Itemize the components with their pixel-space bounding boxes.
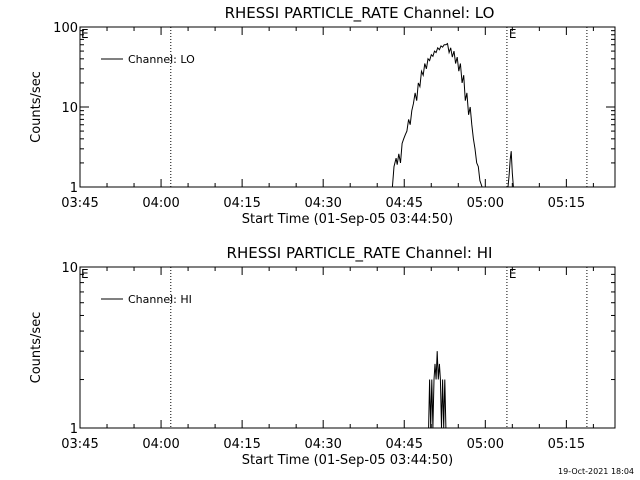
y-tick-label: 1	[70, 422, 78, 437]
y-axis-label: Counts/sec	[29, 312, 44, 384]
legend-label: Channel: HI	[128, 293, 192, 306]
x-tick-label: 05:15	[548, 196, 585, 211]
x-axis-label: Start Time (01-Sep-05 03:44:50)	[242, 212, 453, 227]
series-line	[428, 351, 448, 429]
plot-frame	[79, 26, 616, 188]
event-marker: E	[509, 27, 517, 41]
chart-title: RHESSI PARTICLE_RATE Channel: HI	[227, 244, 493, 263]
left-event-marker: E	[81, 267, 89, 281]
y-tick-label: 100	[53, 21, 78, 36]
y-axis-label: Counts/sec	[29, 71, 44, 143]
x-tick-label: 04:45	[386, 196, 423, 211]
event-marker: E	[509, 267, 517, 281]
chart-1: RHESSI PARTICLE_RATE Channel: LO 03:45 04:…	[29, 4, 616, 227]
x-tick-label: 05:15	[548, 437, 585, 452]
x-tick-label: 05:00	[467, 437, 504, 452]
legend-label: Channel: LO	[128, 53, 195, 66]
x-axis-label: Start Time (01-Sep-05 03:44:50)	[242, 453, 453, 468]
x-tick-label: 03:45	[61, 196, 98, 211]
y-tick-label: 10	[61, 101, 78, 116]
x-tick-label: 04:45	[386, 437, 423, 452]
chart-title: RHESSI PARTICLE_RATE Channel: LO	[225, 4, 495, 23]
x-tick-label: 04:15	[223, 437, 260, 452]
x-tick-label: 04:00	[142, 196, 179, 211]
chart-2: RHESSI PARTICLE_RATE Channel: HI 03:45 04:…	[29, 244, 616, 468]
x-tick-label: 04:30	[304, 196, 341, 211]
y-tick-label: 1	[70, 181, 78, 196]
series-line	[391, 42, 518, 188]
x-tick-label: 04:00	[142, 437, 179, 452]
x-tick-label: 03:45	[61, 437, 98, 452]
y-tick-label: 10	[61, 261, 78, 276]
left-event-marker: E	[81, 27, 89, 41]
x-tick-label: 04:15	[223, 196, 260, 211]
plot-frame	[79, 266, 616, 429]
x-tick-label: 04:30	[304, 437, 341, 452]
x-tick-label: 05:00	[467, 196, 504, 211]
